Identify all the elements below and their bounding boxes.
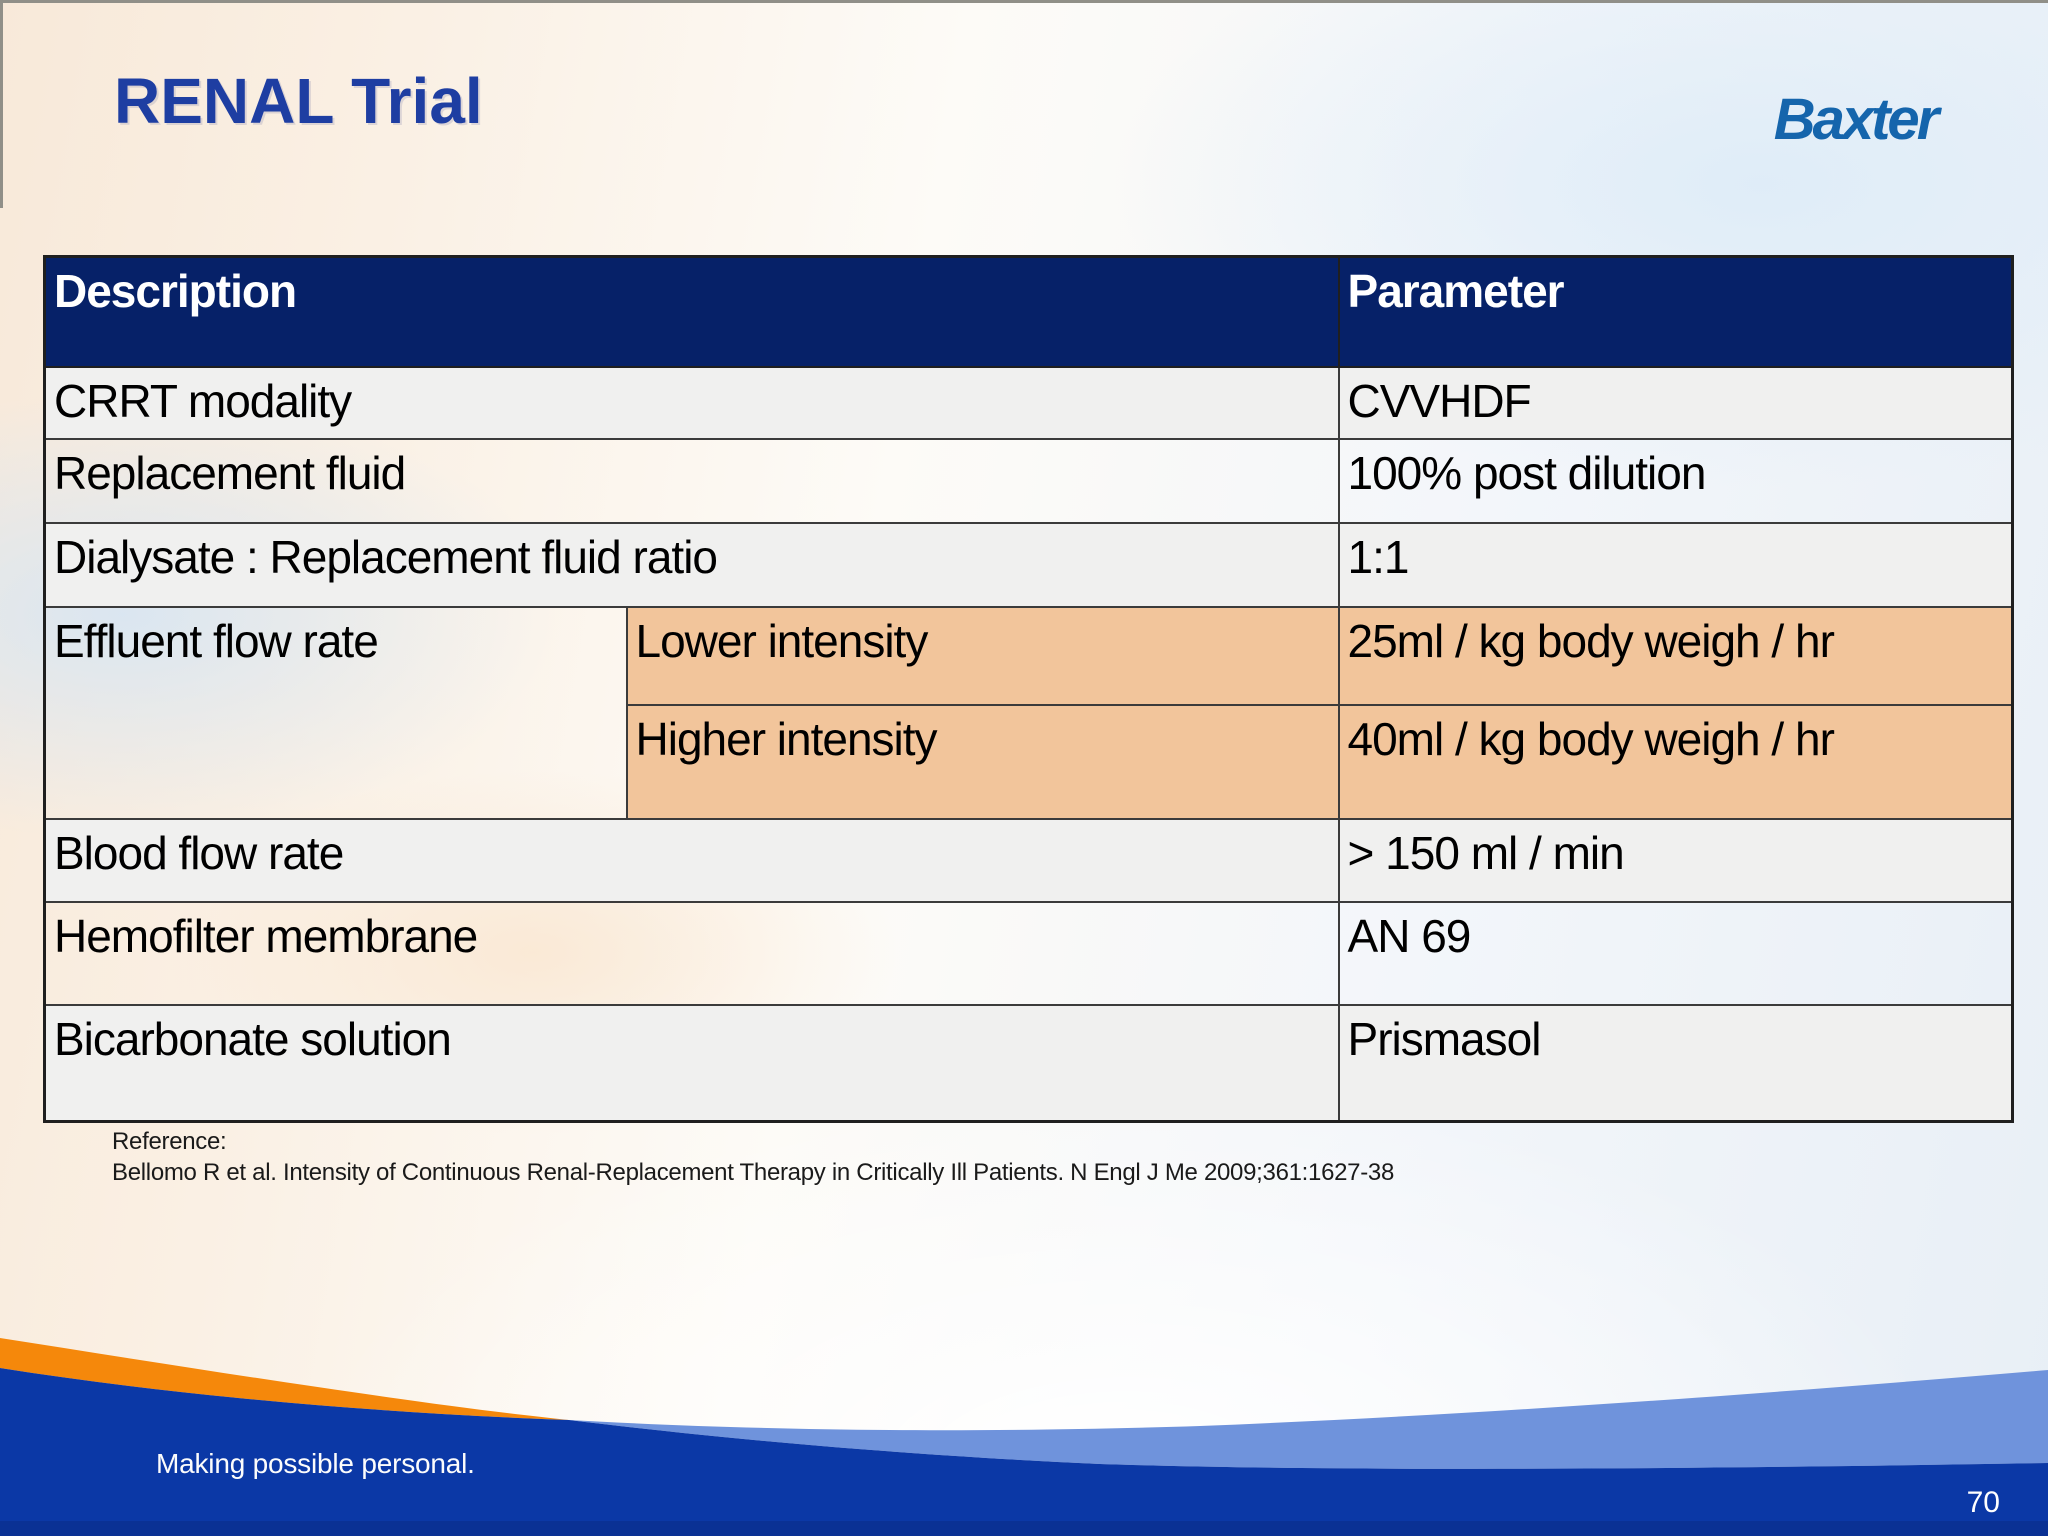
table-row: Dialysate : Replacement fluid ratio 1:1 [43, 521, 2014, 608]
table-row: CRRT modality CVVHDF [43, 365, 2014, 440]
periwinkle-wave [569, 1370, 2048, 1469]
bottom-strip [0, 1521, 2048, 1536]
row-label-replacement-fluid: Replacement fluid [43, 437, 1340, 524]
reference-block: Reference: Bellomo R et al. Intensity of… [112, 1126, 1612, 1188]
row-value-bicarbonate-solution: Prismasol [1337, 1003, 2014, 1123]
row-label-dialysate-ratio: Dialysate : Replacement fluid ratio [43, 521, 1340, 608]
sub-row-value-higher-intensity: 40ml / kg body weigh / hr [1337, 703, 2014, 820]
renal-trial-parameters-table: Description Parameter CRRT modality CVVH… [43, 255, 2015, 1123]
baxter-logo: Baxter [1773, 87, 1940, 152]
table-row: Bicarbonate solution Prismasol [43, 1003, 2014, 1123]
table-row: Blood flow rate > 150 ml / min [43, 817, 2014, 903]
row-label-hemofilter-membrane: Hemofilter membrane [43, 900, 1340, 1006]
row-value-dialysate-ratio: 1:1 [1337, 521, 2014, 608]
row-label-effluent-flow-rate: Effluent flow rate [43, 605, 628, 820]
reference-citation: Bellomo R et al. Intensity of Continuous… [112, 1159, 1395, 1186]
sub-row-label-higher-intensity: Higher intensity [625, 703, 1340, 820]
dark-blue-wave [0, 1368, 2048, 1536]
page-number: 70 [1966, 1486, 2000, 1519]
row-label-bicarbonate-solution: Bicarbonate solution [43, 1003, 1340, 1123]
row-value-replacement-fluid: 100% post dilution [1337, 437, 2014, 524]
reference-label: Reference: [112, 1128, 227, 1155]
column-header-parameter: Parameter [1337, 255, 2014, 368]
table-row: Effluent flow rate Lower intensity 25ml … [43, 605, 2014, 820]
table-row: Higher intensity 40ml / kg body weigh / … [45, 703, 2014, 820]
row-value-hemofilter-membrane: AN 69 [1337, 900, 2014, 1006]
slide-left-border [0, 0, 3, 208]
table-row: Hemofilter membrane AN 69 [43, 900, 2014, 1006]
row-label-crrt-modality: CRRT modality [43, 365, 1340, 440]
brand-tagline: Making possible personal. [156, 1448, 475, 1479]
sub-row-value-lower-intensity: 25ml / kg body weigh / hr [1337, 605, 2014, 706]
sub-row-label-lower-intensity: Lower intensity [625, 605, 1340, 706]
column-header-description: Description [43, 255, 1340, 368]
row-label-blood-flow-rate: Blood flow rate [43, 817, 1340, 903]
footer-wave-graphic [0, 1338, 2048, 1536]
row-value-crrt-modality: CVVHDF [1337, 365, 2014, 440]
slide-title: RENAL Trial [114, 65, 483, 137]
table-header-row: Description Parameter [43, 255, 2014, 368]
slide-top-border [0, 0, 2048, 3]
table-row: Replacement fluid 100% post dilution [43, 437, 2014, 524]
orange-wave [0, 1338, 569, 1420]
row-value-blood-flow-rate: > 150 ml / min [1337, 817, 2014, 903]
